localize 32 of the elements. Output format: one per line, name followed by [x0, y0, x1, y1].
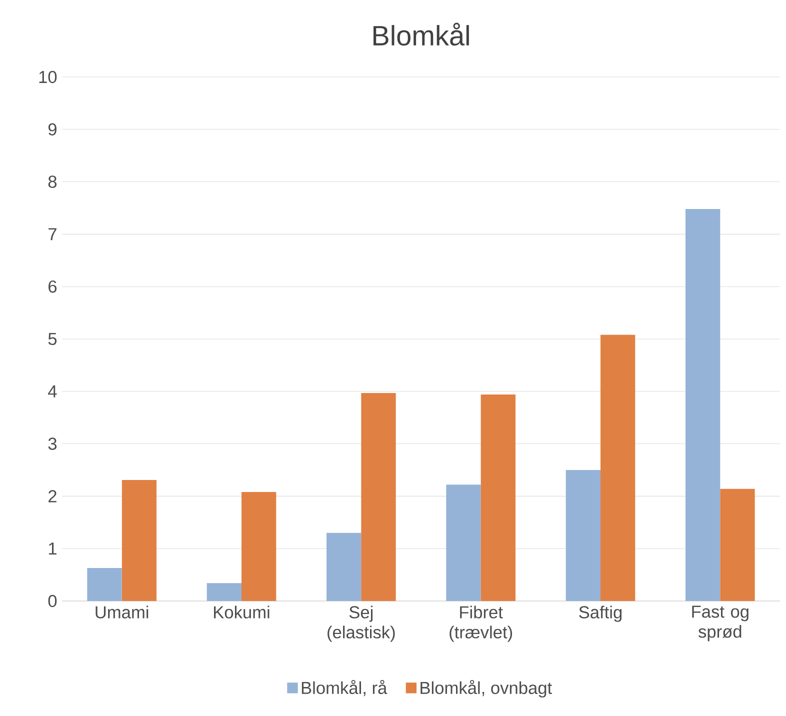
bar — [446, 484, 481, 601]
x-tick-label: Sej (elastisk) — [328, 606, 395, 642]
y-tick-label: 2 — [48, 490, 56, 502]
y-tick-label: 1 — [48, 542, 56, 555]
bar — [87, 568, 122, 601]
y-tick-label: 10 — [39, 70, 57, 84]
x-tick-label: Saftig — [579, 606, 622, 622]
bar — [566, 470, 600, 601]
y-tick-label: 8 — [48, 176, 57, 188]
bar — [326, 532, 362, 601]
legend-label: Blomkål, rå — [302, 680, 388, 696]
x-tick-label: Fibret (trævlet) — [450, 606, 512, 642]
y-tick-label: 0 — [48, 594, 57, 608]
chart-title: Blomkål — [374, 22, 469, 46]
bar — [480, 394, 516, 601]
bar — [686, 209, 720, 601]
bar — [600, 334, 636, 601]
x-tick-label: Fast og sprød — [692, 606, 748, 642]
x-tick-label: Umami — [96, 606, 148, 618]
bar — [206, 583, 242, 601]
legend-label: Blomkål, ovnbagt — [420, 680, 552, 698]
bar — [361, 392, 396, 601]
y-tick-label: 9 — [48, 123, 56, 136]
y-tick-label: 5 — [48, 332, 57, 346]
x-tick-label: Kokumi — [214, 606, 270, 618]
y-tick-label: 4 — [48, 385, 57, 398]
y-tick-label: 3 — [48, 438, 57, 450]
bar — [720, 488, 755, 601]
bar — [242, 492, 276, 601]
y-tick-label: 6 — [48, 280, 57, 293]
bar — [122, 480, 157, 601]
y-tick-label: 7 — [48, 228, 56, 240]
